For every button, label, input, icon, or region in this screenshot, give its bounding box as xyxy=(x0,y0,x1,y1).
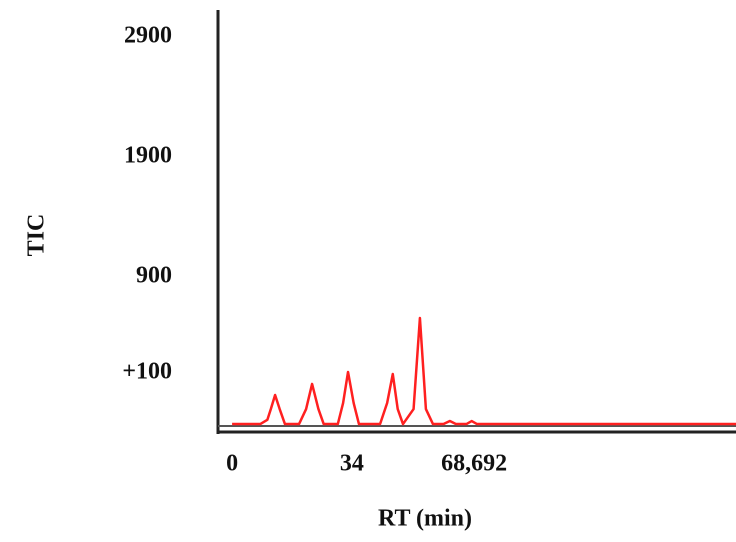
x-tick-label: 0 xyxy=(226,451,238,477)
y-tick-label: 2900 xyxy=(124,23,172,49)
x-axis-title: RT (min) xyxy=(378,506,472,532)
y-axis-title: TIC xyxy=(24,214,50,257)
y-tick-label: +100 xyxy=(122,359,172,385)
line xyxy=(232,316,736,426)
x-tick-label: 68,692 xyxy=(441,451,507,477)
y-tick-label: 900 xyxy=(136,263,172,289)
y-tick-label: 1900 xyxy=(124,143,172,169)
x-tick-label: 34 xyxy=(340,451,364,477)
